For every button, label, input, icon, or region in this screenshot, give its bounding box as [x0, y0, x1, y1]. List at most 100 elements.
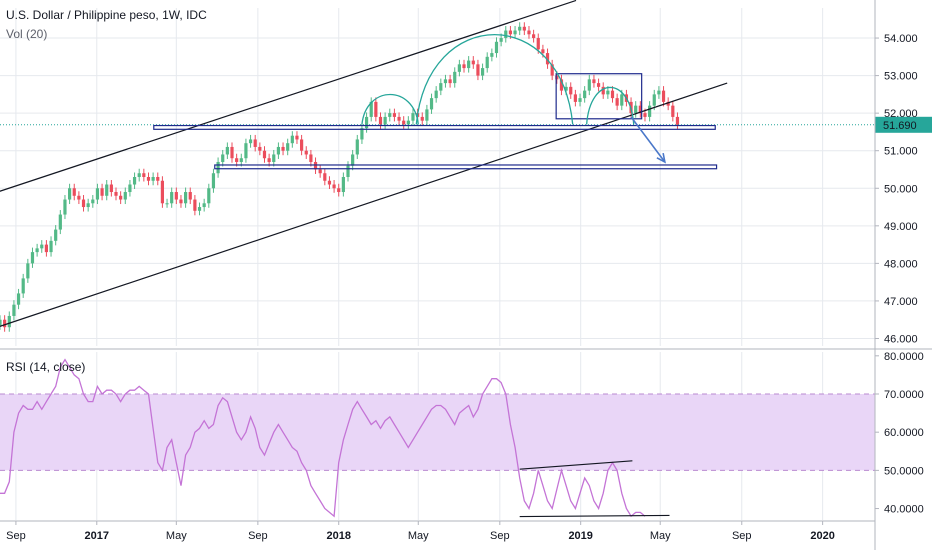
rsi-tick-label: 40.0000: [884, 504, 924, 516]
candle-body: [248, 139, 253, 144]
support-box-upper: [153, 124, 716, 130]
volume-label: Vol (20): [6, 27, 48, 41]
time-tick-label: 2017: [85, 530, 109, 542]
candle-body: [188, 192, 192, 200]
rsi-lower-trendline: [519, 514, 670, 518]
time-tick-label: Sep: [732, 530, 752, 542]
candle-body: [95, 188, 100, 200]
candle-body: [216, 161, 220, 174]
candle-body: [132, 177, 137, 185]
candle-body: [392, 113, 397, 117]
candle-body: [606, 90, 610, 95]
candle-body: [197, 207, 202, 211]
candle-body: [453, 71, 457, 84]
consolidation-box: [555, 73, 643, 120]
candle-body: [318, 169, 322, 174]
candle-body: [522, 26, 526, 31]
candle-body: [351, 154, 355, 166]
candle-body: [369, 101, 373, 117]
candle-body: [100, 188, 104, 196]
candle-body: [490, 53, 494, 57]
rsi-layer: [0, 358, 646, 518]
time-tick-label: 2018: [326, 530, 350, 542]
rsi-tick-label: 60.0000: [884, 427, 924, 439]
candle-body: [44, 244, 49, 253]
candle-body: [58, 214, 62, 230]
rsi-tick-label: 80.0000: [884, 351, 924, 363]
price-tick-label: 52.000: [884, 108, 918, 120]
candle-body: [109, 184, 113, 193]
candle-body: [406, 120, 410, 125]
candle-body: [156, 177, 160, 181]
candle-body: [420, 116, 424, 121]
candle-body: [30, 252, 35, 264]
left-shoulder-arc: [361, 93, 419, 125]
candle-body: [7, 315, 11, 328]
candle-body: [295, 135, 299, 140]
rsi-band-layer: [0, 393, 875, 471]
candle-body: [12, 304, 16, 316]
candle-body: [578, 98, 582, 102]
rsi-tick-label: 70.0000: [884, 389, 924, 401]
candle-body: [397, 116, 401, 121]
candle-body: [262, 150, 267, 159]
candle-body: [541, 49, 545, 54]
candle-body: [480, 68, 485, 76]
candle-body: [360, 128, 364, 140]
candle-body: [235, 158, 239, 162]
candle-body: [508, 30, 513, 35]
candle-body: [657, 90, 661, 95]
candle-body: [374, 101, 378, 117]
candle-body: [267, 158, 271, 162]
time-tick-label: Sep: [6, 530, 26, 542]
drawing-layer[interactable]: [0, 0, 728, 518]
candle-body: [564, 86, 568, 91]
candle-body: [272, 154, 276, 162]
last-price-label: 51.690: [883, 120, 917, 132]
candle-body: [114, 192, 118, 196]
candle-body: [332, 184, 336, 189]
candle-body: [596, 83, 601, 87]
candle-body: [536, 38, 540, 50]
channel-lower-line: [0, 82, 728, 327]
candle-body: [601, 86, 605, 95]
candle-body: [202, 203, 206, 208]
candle-body: [290, 135, 294, 144]
candle-body: [40, 244, 44, 249]
projection-arrow-line: [630, 116, 666, 163]
candle-body: [378, 116, 383, 125]
time-tick-label: May: [408, 530, 429, 542]
candle-body: [221, 154, 225, 162]
candle-body: [207, 188, 211, 204]
candle-body: [276, 146, 281, 155]
candle-body: [671, 105, 675, 117]
candle-body: [68, 188, 72, 200]
symbol-title: U.S. Dollar / Philippine peso, 1W, IDC: [6, 8, 207, 22]
candle-body: [244, 143, 248, 159]
candle-body: [355, 139, 359, 155]
last-price-badge: [875, 116, 932, 133]
price-tick-label: 46.000: [884, 333, 918, 345]
rsi-line: [0, 358, 646, 518]
candle-body: [448, 79, 452, 84]
candle-body: [160, 180, 165, 204]
candle-body: [388, 113, 392, 117]
candle-body: [86, 203, 90, 208]
candle-body: [211, 173, 216, 189]
candle-body: [105, 184, 109, 196]
candle-body: [170, 192, 174, 204]
rsi-upper-trendline: [519, 460, 633, 470]
candle-body: [3, 319, 7, 328]
candle-body: [620, 94, 624, 106]
candle-body: [193, 199, 197, 211]
candle-body: [313, 161, 318, 170]
candle-body: [258, 146, 262, 151]
candle-body: [142, 173, 146, 177]
candle-body: [253, 139, 257, 147]
candle-body: [615, 98, 619, 106]
candle-body: [443, 79, 448, 84]
candle-body: [128, 184, 132, 193]
